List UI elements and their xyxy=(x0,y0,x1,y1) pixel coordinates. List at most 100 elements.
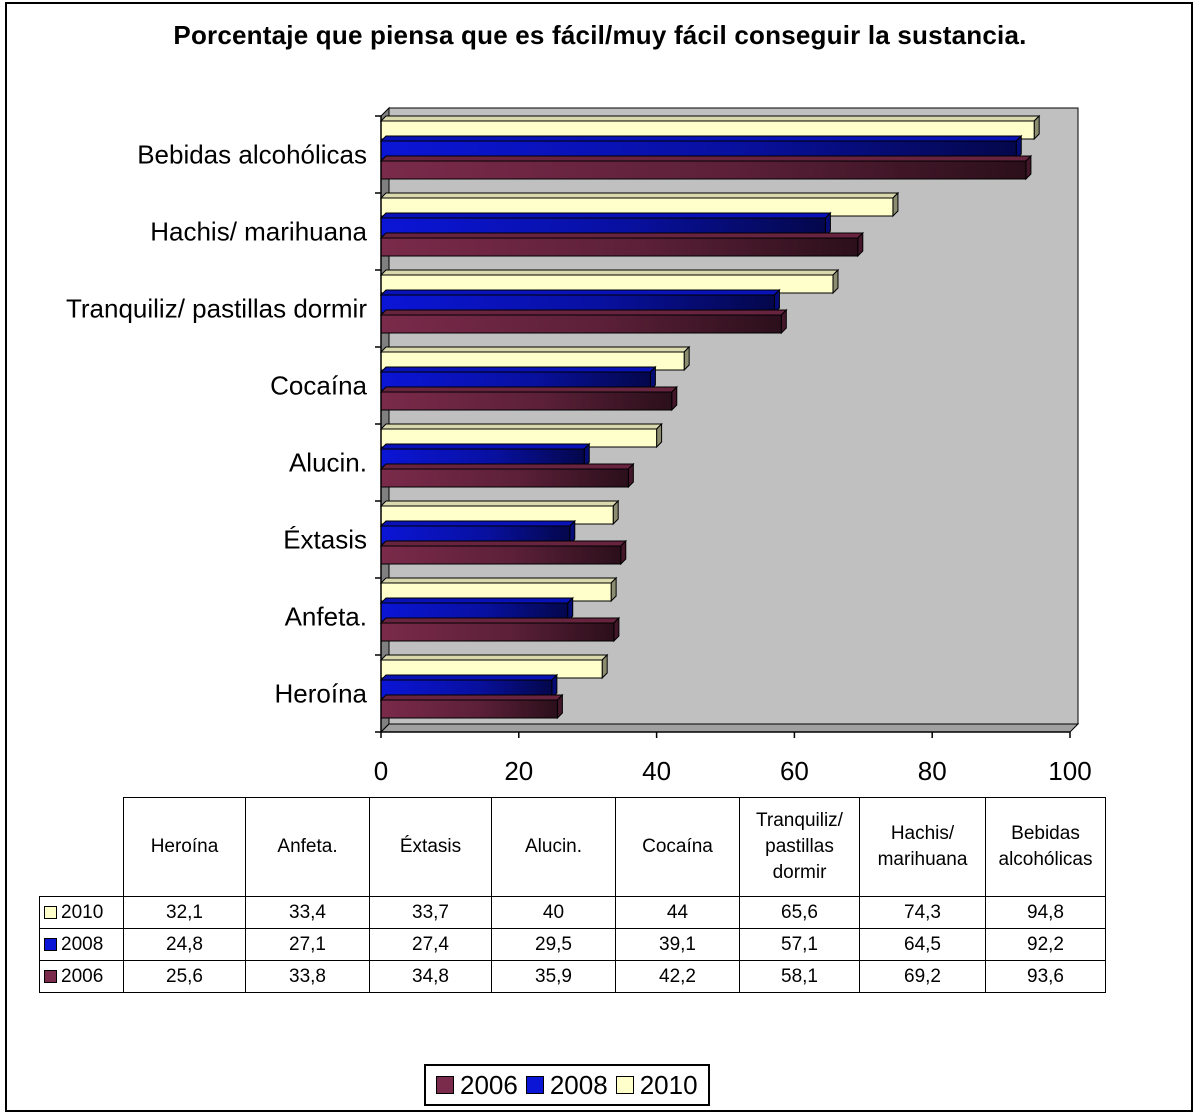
legend-label: 2006 xyxy=(460,1069,518,1100)
table-cell-2006-bebidas-alcoholicas: 93,6 xyxy=(985,960,1106,993)
table-row: 2006 25,6 33,8 34,8 35,9 42,2 58,1 69,2 93,6 xyxy=(39,960,1106,993)
bar-2008-tranquiliz-pastillas-dormir-top xyxy=(379,289,781,296)
y-tick-label-bebidas-alcoholicas: Bebidas alcohólicas xyxy=(137,140,367,170)
table-cell-2010-heroina: 32,1 xyxy=(123,896,246,929)
table-header-extasis: Éxtasis xyxy=(369,797,492,897)
table-header-alucin: Alucin. xyxy=(491,797,616,897)
table-cell-2008-bebidas-alcoholicas: 92,2 xyxy=(985,928,1106,961)
bar-2010-tranquiliz-pastillas-dormir-top xyxy=(379,269,840,276)
table-cell-2008-heroina: 24,8 xyxy=(123,928,246,961)
bar-2010-bebidas-alcoholicas-top xyxy=(379,115,1041,122)
legend-item-2008: 2008 xyxy=(525,1069,608,1101)
table-cell-2006-cocaina: 42,2 xyxy=(615,960,740,993)
y-tick-label-anfeta: Anfeta. xyxy=(285,602,367,632)
table-series-label-2010: 2010 xyxy=(39,896,124,929)
bar-2006-alucin-top xyxy=(379,463,635,470)
bar-2006-tranquiliz-pastillas-dormir-top xyxy=(379,309,788,316)
y-tick-label-hachis-marihuana: Hachis/ marihuana xyxy=(150,217,367,247)
table-cell-2006-extasis: 34,8 xyxy=(369,960,492,993)
y-tick-label-alucin: Alucin. xyxy=(289,448,367,478)
bar-2006-anfeta-top xyxy=(379,617,621,624)
bar-2010-extasis-top xyxy=(379,500,620,507)
y-tick-label-heroina: Heroína xyxy=(275,679,368,709)
data-table: Heroína Anfeta. Éxtasis Alucin. Cocaína Tranq… xyxy=(39,797,1106,993)
table-header-hachis-marihuana: Hachis/marihuana xyxy=(859,797,986,897)
bar-2006-tranquiliz-pastillas-dormir xyxy=(380,314,782,334)
x-tick-label: 40 xyxy=(642,756,671,786)
table-series-label-2008: 2008 xyxy=(39,928,124,961)
bar-2008-alucin-top xyxy=(379,443,591,450)
bar-2008-bebidas-alcoholicas-top xyxy=(379,135,1023,142)
bar-2008-hachis-marihuana-top xyxy=(379,212,832,219)
bar-2006-bebidas-alcoholicas-top xyxy=(379,155,1033,162)
table-cell-2010-anfeta: 33,4 xyxy=(245,896,370,929)
table-cell-2008-anfeta: 27,1 xyxy=(245,928,370,961)
table-corner xyxy=(39,797,124,897)
x-tick-label: 20 xyxy=(504,756,533,786)
legend-swatch-icon xyxy=(44,905,57,919)
legend-swatch-icon xyxy=(436,1076,454,1094)
table-cell-2010-tranquiliz-pastillas-dormir: 65,6 xyxy=(739,896,860,929)
x-tick-label: 60 xyxy=(780,756,809,786)
bar-2008-extasis-top xyxy=(379,520,576,527)
legend-swatch-icon xyxy=(44,937,57,951)
legend-item-2006: 2006 xyxy=(436,1070,518,1101)
bar-chart-plot: Heroína Anfeta. Éxtasis Alucin. Cocaína Tranq… xyxy=(66,106,1092,786)
table-cell-2010-hachis-marihuana: 74,3 xyxy=(859,896,986,929)
table-header-anfeta: Anfeta. xyxy=(245,797,370,897)
bar-2006-bebidas-alcoholicas xyxy=(380,160,1027,180)
bar-2006-alucin xyxy=(380,468,629,488)
bar-2010-hachis-marihuana-top xyxy=(379,192,900,199)
x-tick-label: 100 xyxy=(1048,756,1091,786)
bar-2006-heroina-top xyxy=(379,694,564,701)
bar-2008-heroina-top xyxy=(379,674,559,681)
table-cell-2008-hachis-marihuana: 64,5 xyxy=(859,928,986,961)
y-tick-label-extasis: Éxtasis xyxy=(283,525,367,555)
table-cell-2006-hachis-marihuana: 69,2 xyxy=(859,960,986,993)
bar-2006-hachis-marihuana xyxy=(380,237,859,257)
table-header-tranquiliz-pastillas-dormir: Tranquiliz/pastillas dormir xyxy=(739,797,860,897)
legend-label: 2010 xyxy=(639,1069,698,1100)
table-cell-2008-alucin: 29,5 xyxy=(491,928,616,961)
table-cell-2008-extasis: 27,4 xyxy=(369,928,492,961)
table-cell-2006-alucin: 35,9 xyxy=(491,960,616,993)
bar-2008-anfeta-top xyxy=(379,597,574,604)
bar-2006-extasis xyxy=(380,545,622,565)
plot-floor xyxy=(379,723,1080,733)
table-cell-2006-tranquiliz-pastillas-dormir: 58,1 xyxy=(739,960,860,993)
x-tick-label: 80 xyxy=(918,756,947,786)
table-cell-2010-cocaina: 44 xyxy=(615,896,740,929)
bar-2006-hachis-marihuana-top xyxy=(379,232,864,239)
table-series-label-2006: 2006 xyxy=(39,960,124,993)
y-tick-label-tranquiliz-pastillas-dormir: Tranquiliz/ pastillas dormir xyxy=(66,294,367,324)
table-header-cocaina: Cocaína xyxy=(615,797,740,897)
table-header-heroina: Heroína xyxy=(123,797,246,897)
table-cell-2010-extasis: 33,7 xyxy=(369,896,492,929)
legend-swatch-icon xyxy=(615,1076,634,1094)
table-row: 2010 32,1 33,4 33,7 40 44 65,6 74,3 94,8 xyxy=(39,896,1106,929)
table-row: 2008 24,8 27,1 27,4 29,5 39,1 57,1 64,5 92,2 xyxy=(39,928,1106,961)
legend-swatch-icon xyxy=(44,969,57,983)
table-cell-2008-cocaina: 39,1 xyxy=(615,928,740,961)
bar-2006-anfeta xyxy=(380,622,615,642)
bar-2006-cocaina-top xyxy=(379,386,678,393)
bar-2010-cocaina-top xyxy=(379,346,691,353)
table-cell-2006-heroina: 25,6 xyxy=(123,960,246,993)
table-cell-2006-anfeta: 33,8 xyxy=(245,960,370,993)
table-cell-2010-alucin: 40 xyxy=(491,896,616,929)
bar-2006-heroina xyxy=(380,699,558,719)
bar-2006-cocaina xyxy=(380,391,673,411)
table-cell-2010-bebidas-alcoholicas: 94,8 xyxy=(985,896,1106,929)
y-tick-label-cocaina: Cocaína xyxy=(270,371,367,401)
chart-legend: 2006 2008 2010 xyxy=(424,1064,710,1106)
bar-2008-cocaina-top xyxy=(379,366,657,373)
legend-swatch-icon xyxy=(525,1076,544,1094)
table-cell-2008-tranquiliz-pastillas-dormir: 57,1 xyxy=(739,928,860,961)
table-header-bebidas-alcoholicas: Bebidas alcohólicas xyxy=(985,797,1106,897)
bar-2010-anfeta-top xyxy=(379,577,618,584)
bar-2010-alucin-top xyxy=(379,423,663,430)
bar-2006-extasis-top xyxy=(379,540,627,547)
chart-title: Porcentaje que piensa que es fácil/muy f… xyxy=(173,20,1027,50)
legend-label: 2008 xyxy=(549,1069,608,1100)
bar-2010-heroina-top xyxy=(379,654,609,661)
